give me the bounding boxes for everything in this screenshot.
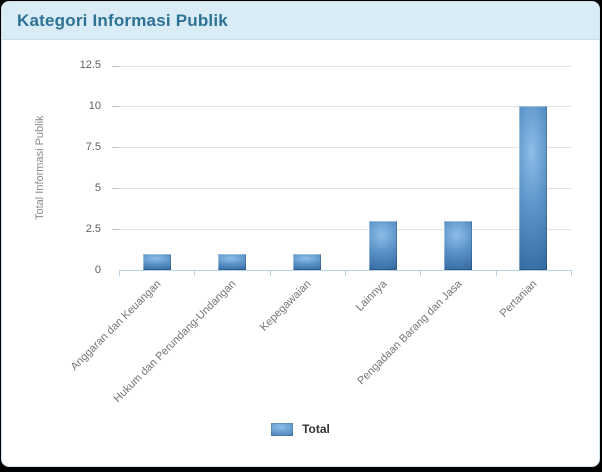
- bar-pengadaan-barang-dan-jasa[interactable]: [444, 220, 472, 270]
- y-tick-12.5: [112, 65, 119, 67]
- bar-chart: Total Informasi Publik Total 0 2.5 5 7.5 10 1…: [2, 41, 599, 466]
- x-axis-tick-3: [345, 270, 346, 276]
- x-label-1: Hukum dan Perundang-Undangan: [111, 278, 239, 405]
- y-axis-title: Total Informasi Publik: [34, 115, 46, 221]
- legend-swatch-total: [271, 422, 294, 436]
- y-tick-7.5: [112, 147, 119, 149]
- y-tick-label-2.5: 2.5: [85, 222, 101, 235]
- gridline-7.5: [119, 147, 571, 149]
- gridline-5: [119, 188, 571, 190]
- x-axis-tick-2: [269, 270, 271, 276]
- y-tick-label-5: 5: [94, 181, 101, 194]
- x-axis-tick-4: [420, 270, 422, 276]
- y-tick-2.5: [112, 229, 119, 231]
- y-tick-10: [112, 106, 119, 108]
- legend: Total: [2, 422, 599, 436]
- y-tick-label-7.5: 7.5: [85, 140, 101, 153]
- y-tick-label-0: 0: [94, 263, 101, 276]
- x-axis-tick-6: [571, 270, 572, 276]
- gridline-2.5: [119, 229, 571, 231]
- y-tick-5: [112, 188, 119, 190]
- x-axis-tick-0: [119, 270, 120, 276]
- bar-pertanian[interactable]: [519, 106, 548, 270]
- gridline-10: [119, 106, 571, 108]
- bar-hukum-dan-perundang-undangan[interactable]: [218, 253, 246, 270]
- x-label-5: Pertanian: [498, 278, 540, 320]
- bar-anggaran-dan-keuangan[interactable]: [142, 253, 171, 270]
- card-header: Kategori Informasi Publik: [2, 2, 599, 40]
- bar-kepegawaian[interactable]: [293, 253, 322, 270]
- y-tick-label-10: 10: [88, 99, 101, 112]
- x-label-2: Kepegawaian: [258, 278, 314, 334]
- gridline-12.5: [119, 65, 571, 67]
- bar-lainnya[interactable]: [368, 220, 397, 270]
- chart-title: Kategori Informasi Publik: [17, 10, 228, 30]
- x-label-3: Lainnya: [353, 278, 390, 314]
- legend-label-total: Total: [302, 422, 330, 436]
- y-tick-label-12.5: 12.5: [79, 59, 101, 71]
- x-axis-tick-5: [495, 270, 497, 276]
- x-axis-tick-1: [194, 270, 196, 276]
